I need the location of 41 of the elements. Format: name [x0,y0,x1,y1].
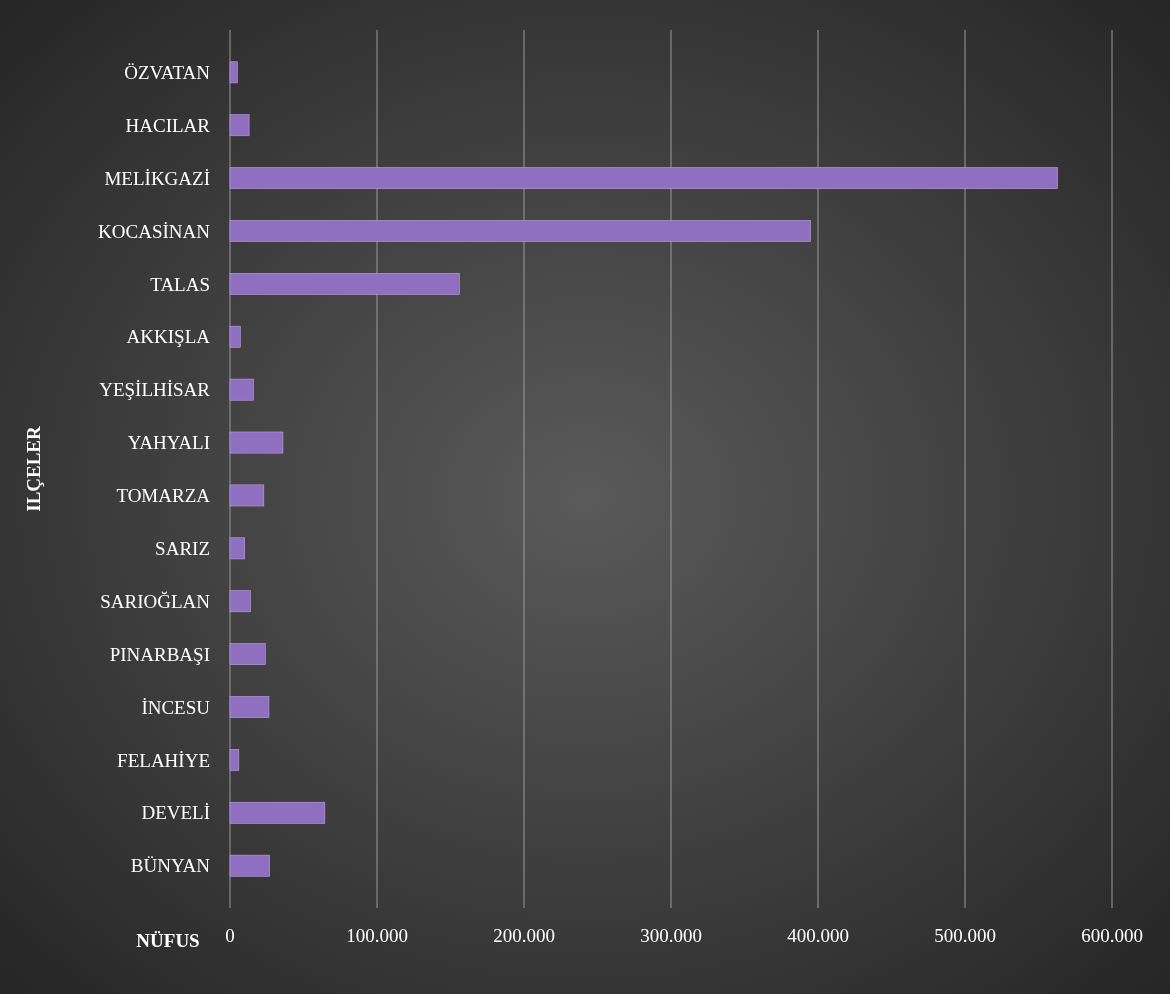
bar [229,484,265,507]
bar [229,749,240,771]
y-axis-title: ILÇELER [23,425,44,512]
bar [229,854,270,877]
y-tick-label: HACILAR [125,114,211,136]
bar [229,325,241,348]
bar [229,590,251,613]
y-tick-label: YAHYALI [127,432,210,454]
y-tick-label: TALAS [150,273,210,295]
y-tick-label: BÜNYAN [130,855,211,877]
bar [229,643,266,665]
y-tick-label: YEŞİLHİSAR [99,379,211,401]
x-tick-label: 100.000 [346,925,408,946]
x-tick-label: 600.000 [1081,925,1143,946]
bar [229,801,326,824]
y-tick-label: FELAHİYE [117,749,210,771]
bar [229,378,254,401]
bar [229,114,250,137]
x-tick-label: 300.000 [640,925,702,946]
y-tick-label: MELİKGAZİ [104,167,210,189]
bar [229,696,270,718]
y-tick-label: AKKIŞLA [126,326,211,348]
y-tick-label: DEVELİ [141,802,210,824]
bar [229,220,811,242]
bar [229,273,460,295]
x-tick-label: 500.000 [934,925,996,946]
y-tick-label: ÖZVATAN [124,61,211,83]
bar [229,537,245,560]
y-tick-label: PINARBAŞI [109,643,210,665]
x-tick-label: 400.000 [787,925,849,946]
bar [229,167,1058,189]
y-tick-label: SARIZ [155,537,210,559]
x-tick-label: 0 [225,925,235,946]
x-axis-title: NÜFUS [136,930,200,951]
y-tick-label: KOCASİNAN [98,220,211,242]
bar [229,431,284,454]
y-tick-label: İNCESU [141,696,211,718]
bar [229,61,238,84]
y-tick-label: TOMARZA [116,485,211,507]
x-tick-label: 200.000 [493,925,555,946]
y-tick-label: SARIOĞLAN [100,590,211,612]
